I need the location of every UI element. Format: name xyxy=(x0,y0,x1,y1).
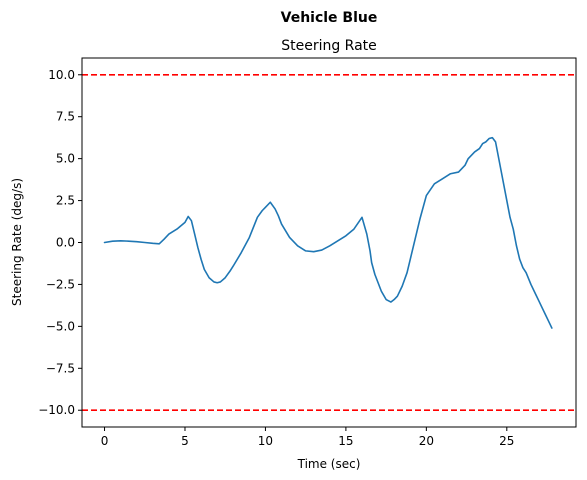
y-tick-label: 2.5 xyxy=(56,194,75,208)
series-line-0 xyxy=(103,136,553,329)
y-tick-label: −10.0 xyxy=(38,403,75,417)
axes-frame xyxy=(81,57,577,428)
y-tick-label: −2.5 xyxy=(46,277,75,291)
y-tick-label: 7.5 xyxy=(56,110,75,124)
x-tick-label: 5 xyxy=(181,434,189,448)
y-tick-label: 10.0 xyxy=(48,68,75,82)
x-axis-label: Time (sec) xyxy=(297,457,361,471)
y-axis-ticks: 10.0 7.5 5.0 2.5 0.0 −2.5 −5.0 −7.5 −10.0 xyxy=(38,68,82,417)
series-group xyxy=(103,136,553,329)
y-tick-label: −5.0 xyxy=(46,319,75,333)
y-tick-label: 5.0 xyxy=(56,152,75,166)
x-tick-label: 20 xyxy=(419,434,434,448)
plot-area xyxy=(82,58,576,427)
y-axis-label: Steering Rate (deg/s) xyxy=(10,178,24,306)
x-axis-ticks: 0 5 10 15 20 25 xyxy=(101,427,514,448)
x-tick-label: 15 xyxy=(338,434,353,448)
axes-background xyxy=(82,58,576,427)
reference-lines xyxy=(82,73,576,412)
y-tick-label: 0.0 xyxy=(56,236,75,250)
x-tick-label: 25 xyxy=(499,434,514,448)
y-tick-label: −7.5 xyxy=(46,361,75,375)
x-tick-label: 0 xyxy=(101,434,109,448)
x-tick-label: 10 xyxy=(258,434,273,448)
chart-title: Steering Rate xyxy=(281,38,377,54)
figure-suptitle: Vehicle Blue xyxy=(281,10,378,26)
